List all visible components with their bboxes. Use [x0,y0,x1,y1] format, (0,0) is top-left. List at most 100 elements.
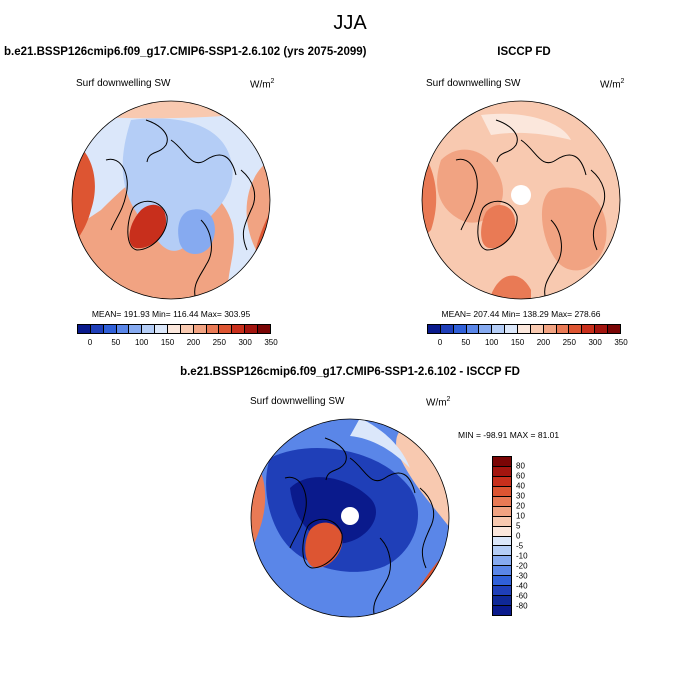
stats-model: MEAN= 191.93 Min= 116.44 Max= 303.95 [91,309,251,319]
map-fill-near-zero [350,419,410,468]
colorbar-tick-label: 50 [111,338,121,347]
colorbar-tick-label: -5 [516,541,524,551]
panel-title-diff: b.e21.BSSP126cmip6.f09_g17.CMIP6-SSP1-2.… [180,366,520,378]
colorbar-tick-label: 250 [212,338,226,347]
panel-title-obs: ISCCP FD [497,46,551,58]
colorbar-tick-label: -10 [516,551,528,561]
colorbar-swatch [155,325,169,333]
polar-map-obs [421,100,621,300]
colorbar-ticks-obs: 0 50 100 150 200 250 300 350 [427,338,628,350]
colorbar-tick-label: 200 [536,338,551,347]
colorbar-ticks-model: 0 50 100 150 200 250 300 350 [77,338,278,350]
units-label-model: W/m2 [250,78,275,91]
colorbar-tick-label: 0 [437,338,443,347]
colorbar-swatch [245,325,259,333]
colorbar-swatch [258,325,270,333]
map-missing-pole [341,507,359,525]
colorbar-swatch [129,325,143,333]
colorbar-tick-label: -30 [516,571,528,581]
colorbar-swatch [440,325,454,333]
colorbar-tick-label: -40 [516,581,528,591]
colorbar-swatch [492,325,506,333]
colorbar-swatch [530,325,544,333]
coastlines [284,437,435,617]
units-label-obs: W/m2 [600,78,625,91]
colorbar-tick-label: 200 [186,338,201,347]
colorbar-swatch [493,466,511,477]
map-fill-low-north [481,113,571,140]
colorbar-swatch [493,536,511,547]
colorbar-swatch [493,516,511,527]
colorbar-tick-label: 60 [516,471,525,481]
colorbar-obs [427,324,621,334]
colorbar-tick-label: 300 [238,338,252,347]
colorbar-swatch [493,556,511,567]
coastlines [105,119,256,299]
stats-obs: MEAN= 207.44 Min= 138.29 Max= 278.66 [441,309,601,319]
colorbar-tick-label: 20 [516,501,525,511]
colorbar-swatch [608,325,620,333]
colorbar-swatch [595,325,609,333]
colorbar-swatch [493,457,511,467]
colorbar-tick-label: 50 [461,338,471,347]
colorbar-tick-label: 10 [516,511,525,521]
colorbar-tick-label: 350 [264,338,278,347]
stats-diff: MIN = -98.91 MAX = 81.01 [458,430,560,440]
colorbar-swatch [493,526,511,537]
colorbar-tick-label: 0 [87,338,93,347]
colorbar-swatch [505,325,519,333]
units-label-diff: W/m2 [426,396,451,409]
colorbar-tick-label: 250 [562,338,576,347]
colorbar-swatch [466,325,480,333]
colorbar-tick-label: 80 [516,461,525,471]
colorbar-swatch [493,576,511,587]
colorbar-swatch [453,325,467,333]
panel-title-model: b.e21.BSSP126cmip6.f09_g17.CMIP6-SSP1-2.… [4,46,367,58]
colorbar-swatch [493,546,511,557]
coastlines [455,119,606,299]
colorbar-swatch [193,325,207,333]
colorbar-diff [492,456,512,616]
colorbar-swatch [493,596,511,607]
colorbar-swatch [232,325,246,333]
colorbar-tick-label: 40 [516,481,525,491]
colorbar-swatch [493,586,511,597]
colorbar-swatch [206,325,220,333]
colorbar-swatch [493,476,511,487]
map-boundary [421,100,621,300]
colorbar-tick-label: 100 [484,338,499,347]
colorbar-tick-label: 350 [614,338,628,347]
colorbar-tick-label: 5 [516,521,521,531]
map-fill-mid-east [541,187,607,271]
colorbar-ticks-diff: 80 60 40 30 20 10 5 0 -5 -10 -20 -30 -40 -60 -80 [512,456,542,616]
colorbar-swatch [493,506,511,517]
colorbar-tick-label: -80 [516,601,528,611]
colorbar-tick-label: 30 [516,491,525,501]
colorbar-tick-label: -60 [516,591,528,601]
colorbar-swatch [219,325,233,333]
map-fill-high-south [491,275,531,299]
colorbar-swatch [479,325,493,333]
map-fill-min [178,209,215,255]
map-fill-greenland [129,204,167,249]
colorbar-swatch [569,325,583,333]
colorbar-tick-label: -20 [516,561,528,571]
colorbar-swatch [493,486,511,497]
map-fill-greenland [305,522,343,568]
colorbar-swatch [556,325,570,333]
colorbar-tick-label: 100 [134,338,149,347]
colorbar-swatch [116,325,130,333]
map-missing-pole [511,185,531,205]
colorbar-swatch [142,325,156,333]
colorbar-swatch [78,325,91,333]
colorbar-swatch [168,325,181,333]
map-fill-min [290,477,376,544]
map-boundary [71,100,271,300]
colorbar-model [77,324,271,334]
variable-label-obs: Surf downwelling SW [426,78,521,89]
colorbar-swatch [180,325,194,333]
figure-title: JJA [333,12,367,34]
colorbar-swatch [103,325,117,333]
colorbar-swatch [90,325,104,333]
colorbar-tick-label: 150 [510,338,525,347]
